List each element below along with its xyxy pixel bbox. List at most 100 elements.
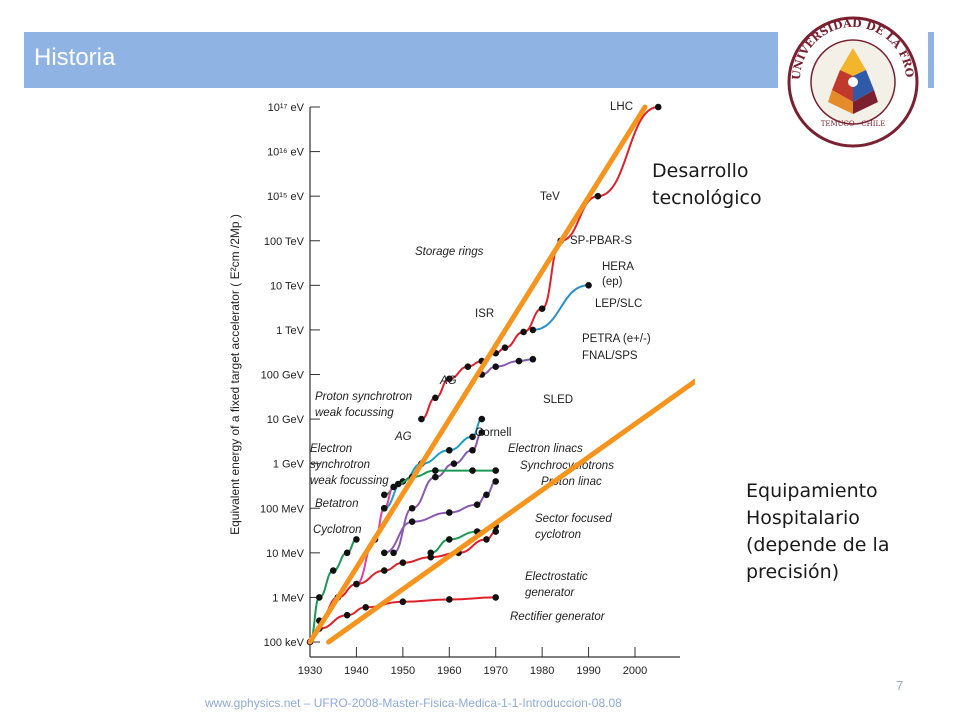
y-tick-label: 1 MeV [272, 592, 304, 604]
chart-label: Sector focused [535, 513, 612, 525]
data-point [492, 363, 500, 370]
y-tick-label: 100 MeV [260, 503, 305, 515]
data-point [520, 328, 527, 336]
x-tick-label: 1940 [344, 665, 368, 677]
chart-svg: 100 keV 1 MeV 10 MeV 100 MeV 1 GeV 10 GeV 100 … [228, 101, 708, 677]
x-tick-label: 1960 [437, 665, 461, 677]
y-tick-label: 1 GeV [273, 459, 305, 471]
data-point [408, 518, 416, 525]
data-point [390, 549, 397, 557]
data-point [445, 536, 453, 543]
seal-emblem [828, 48, 878, 114]
chart-label: Electrostatic [525, 571, 588, 583]
chart-label: AG [394, 431, 412, 443]
data-point [469, 467, 476, 474]
chart-label: SP-PBAR-S [570, 235, 632, 247]
data-point [427, 553, 435, 561]
data-point [380, 549, 388, 557]
chart-label: Synchrocyclotrons [520, 460, 614, 472]
chart-label: Electron linacs [508, 443, 583, 455]
data-point [450, 460, 458, 467]
data-point [483, 491, 490, 499]
series-line [355, 486, 395, 585]
chart-label: (ep) [602, 276, 623, 288]
data-point [445, 446, 453, 454]
data-point [432, 473, 439, 481]
data-point [538, 305, 546, 312]
data-point [380, 567, 388, 574]
chart-label: LEP/SLC [595, 298, 642, 310]
y-tick-label: 100 TeV [264, 236, 305, 248]
x-tick-label: 1950 [391, 665, 415, 677]
y-tick-label: 100 GeV [261, 370, 305, 382]
y-tick-label: 10 TeV [270, 280, 305, 292]
data-point [594, 192, 602, 200]
chart-label: Rectifier generator [510, 611, 606, 623]
chart-label: Storage rings [415, 246, 484, 258]
university-seal-icon: UNIVERSIDAD DE LA FRONTERA TEMUCO · CHIL… [773, 0, 919, 148]
data-point [492, 594, 500, 601]
chart-label: weak focussing [315, 407, 394, 419]
data-point [445, 375, 453, 383]
data-point [492, 467, 500, 474]
chart-label: HERA [602, 261, 634, 273]
data-point [343, 611, 351, 619]
chart-label: AG [439, 375, 457, 387]
data-point [469, 433, 476, 441]
chart-label: cyclotron [535, 529, 581, 541]
chart-label: SLED [543, 394, 573, 406]
data-point [478, 415, 486, 423]
seal-subtext: TEMUCO · CHILE [821, 120, 886, 128]
chart-label: Betatron [315, 498, 358, 510]
accelerator-energy-chart: 100 keV 1 MeV 10 MeV 100 MeV 1 GeV 10 GeV 100 … [225, 92, 708, 682]
data-point [380, 491, 388, 499]
data-point [362, 604, 370, 611]
chart-label: LHC [610, 101, 633, 113]
trend-line [326, 372, 708, 645]
data-point [329, 567, 337, 574]
chart-label: synchrotron [310, 459, 370, 471]
data-point [353, 536, 360, 543]
y-tick-label: 10¹⁶ eV [267, 147, 305, 159]
chart-label: Cyclotron [313, 524, 362, 536]
chart-label: Cornell [475, 427, 511, 439]
data-point [445, 596, 453, 603]
data-point [483, 536, 490, 543]
data-point [469, 446, 476, 454]
chart-label: FNAL/SPS [582, 350, 638, 362]
annotation-hospital-equipment: Equipamiento Hospitalario (depende de la… [746, 480, 890, 583]
footer-text: www.gphysics.net – UFRO-2008-Master-Fisi… [205, 696, 622, 710]
x-tick-label: 1980 [530, 665, 554, 677]
annotation-technology: Desarrollo tecnológico [652, 160, 762, 209]
data-point [399, 598, 407, 606]
data-point [408, 504, 416, 512]
y-axis-label: Equivalent energy of a fixed target acce… [228, 214, 242, 535]
y-tick-label: 10 MeV [266, 548, 305, 560]
data-point [515, 357, 523, 365]
chart-label: Electron [310, 443, 352, 455]
series-line [481, 358, 533, 376]
chart-label: generator [525, 587, 575, 599]
data-point [585, 282, 592, 289]
data-point [380, 504, 388, 512]
chart-label: ISR [475, 308, 494, 320]
data-point [473, 501, 481, 509]
chart-label: Proton synchrotron [315, 391, 412, 403]
data-point [353, 580, 360, 588]
series-line [532, 284, 589, 331]
x-tick-label: 1970 [483, 665, 507, 677]
y-tick-label: 1 TeV [276, 325, 305, 337]
data-point [492, 478, 500, 485]
x-tick-label: 1930 [298, 665, 322, 677]
chart-label: PETRA (e+/-) [582, 333, 651, 345]
chart-label: weak focussing [310, 475, 389, 487]
data-point [399, 559, 407, 567]
data-point [315, 594, 323, 601]
y-tick-label: 10¹⁵ eV [267, 191, 305, 203]
data-point [343, 549, 351, 557]
data-point [418, 415, 425, 423]
university-seal: UNIVERSIDAD DE LA FRONTERA TEMUCO · CHIL… [773, 0, 928, 150]
data-point [464, 363, 472, 370]
data-point [654, 103, 662, 111]
data-point [432, 467, 439, 474]
